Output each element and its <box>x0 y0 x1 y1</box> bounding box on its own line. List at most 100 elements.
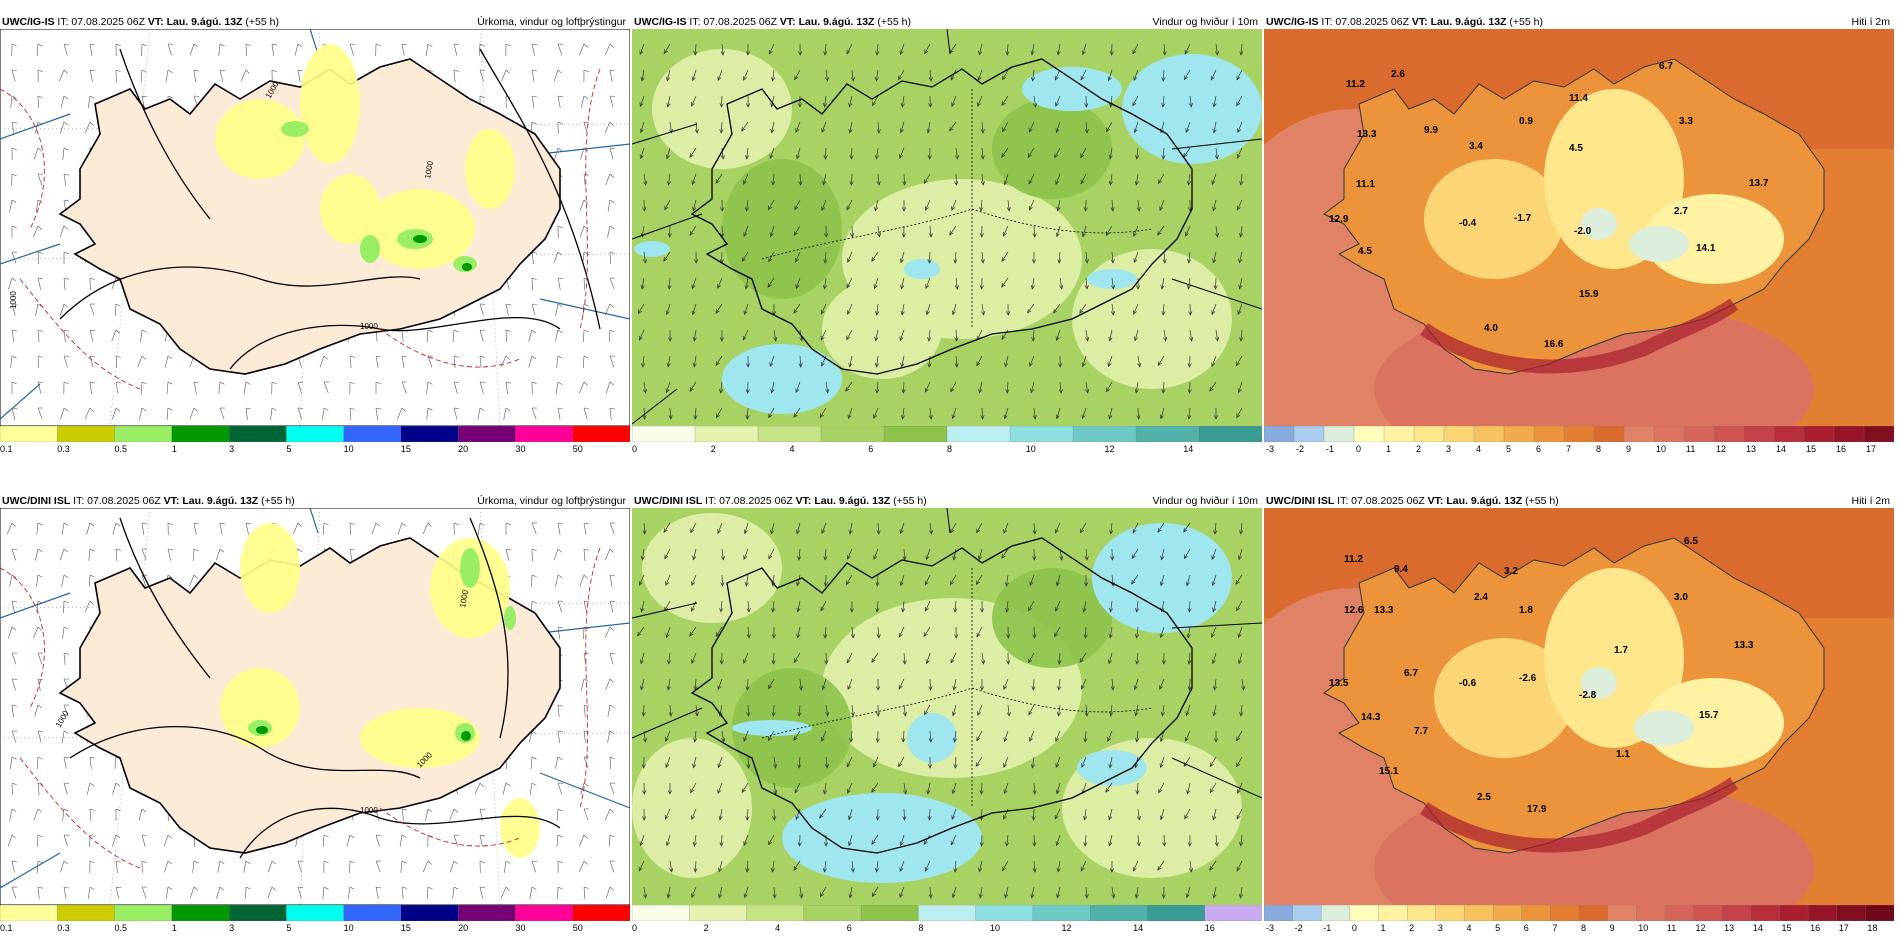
panel-header-info: UWC/IG-IS IT: 07.08.2025 06Z VT: Lau. 9.… <box>2 16 279 28</box>
colorbar-swatch <box>171 905 230 921</box>
colorbar-swatch <box>1521 905 1552 921</box>
colorbar-swatch <box>458 426 517 442</box>
temp-value-label: 13.3 <box>1734 640 1754 651</box>
panel-dini-precip: UWC/DINI ISL IT: 07.08.2025 06Z VT: Lau.… <box>0 492 630 942</box>
colorbar-swatch <box>1443 426 1475 442</box>
colorbar-tick-label: 5 <box>286 923 292 933</box>
colorbar-swatch <box>400 426 459 442</box>
svg-text:1000: 1000 <box>360 322 378 331</box>
panel-dini-temp: UWC/DINI ISL IT: 07.08.2025 06Z VT: Lau.… <box>1264 492 1894 942</box>
temp-value-label: 0.9 <box>1519 116 1533 127</box>
colorbar-tick-label: 5 <box>286 444 292 454</box>
colorbar <box>1264 905 1894 921</box>
colorbar-tick-label: 3 <box>1446 444 1452 454</box>
panel-title: Vindur og hviður í 10m <box>1152 495 1258 507</box>
colorbar-swatch <box>1464 905 1494 921</box>
temp-value-label: 4.5 <box>1358 246 1372 257</box>
iceland-outline <box>58 537 561 854</box>
wind-fill-gust <box>634 54 1262 414</box>
temp-value-label: 3.2 <box>1504 566 1518 577</box>
colorbar-swatch <box>572 426 630 442</box>
colorbar-tick-label: 10 <box>989 923 1000 933</box>
colorbar-tick-label: 0.1 <box>0 444 13 454</box>
colorbar-swatch <box>1593 426 1625 442</box>
temp-value-label: -0.4 <box>1459 218 1477 229</box>
colorbar-swatch <box>1135 426 1200 442</box>
temp-value-label: 15.7 <box>1699 710 1719 721</box>
colorbar-swatch <box>114 905 173 921</box>
colorbar-swatch <box>57 905 116 921</box>
colorbar-tick-label: 6 <box>1523 923 1529 933</box>
colorbar-swatch <box>1435 905 1466 921</box>
temp-value-label: 15.9 <box>1579 289 1599 300</box>
colorbar-tick-label: 10 <box>343 923 354 933</box>
colorbar-tick-label: 8 <box>1581 923 1587 933</box>
colorbar-tick-label: 13 <box>1724 923 1735 933</box>
colorbar-tick-label: 3 <box>1437 923 1443 933</box>
temp-value-label: -1.7 <box>1514 213 1532 224</box>
colorbar-tick-label: -1 <box>1323 923 1332 933</box>
colorbar-swatch <box>1750 905 1781 921</box>
temp-value-label: 11.2 <box>1344 554 1363 565</box>
colorbar-tick-label: 5 <box>1495 923 1501 933</box>
colorbar-swatch <box>400 905 459 921</box>
colorbar-swatch <box>1836 905 1867 921</box>
iceland-outline <box>690 537 1193 854</box>
colorbar-swatch <box>757 426 822 442</box>
precip-fill-core <box>256 726 471 741</box>
colorbar-tick-label: 12 <box>1104 444 1115 454</box>
colorbar-svg <box>1264 426 1894 442</box>
panel-header-info: UWC/DINI ISL IT: 07.08.2025 06Z VT: Lau.… <box>634 495 927 507</box>
temp-value-label: 11.2 <box>1346 79 1365 90</box>
colorbar-tick-label: 20 <box>458 444 469 454</box>
colorbar-tick-label: 0 <box>632 444 638 454</box>
colorbar-tick-label: 14 <box>1776 444 1787 454</box>
colorbar-ticks: -3 -2 -1 0 1 2 3 4 5 6 7 8 9 10 11 12 13 14 15 16 17 18 <box>1264 922 1894 934</box>
colorbar-swatch <box>1147 905 1206 921</box>
temp-map: 11.2 2.6 6.7 13.3 9.9 0.9 11.4 3.3 3.4 4.5 11.1 13.… <box>1264 29 1894 426</box>
colorbar-tick-label: 8 <box>947 444 953 454</box>
colorbar-swatch <box>1204 905 1262 921</box>
panel-dini-wind: UWC/DINI ISL IT: 07.08.2025 06Z VT: Lau.… <box>632 492 1262 942</box>
temp-value-label: -2.0 <box>1574 226 1592 237</box>
colorbar-tick-label: 1 <box>1380 923 1386 933</box>
wind-map-svg <box>632 508 1262 905</box>
colorbar-tick-label: 17 <box>1838 923 1849 933</box>
colorbar-tick-label: 17 <box>1866 444 1877 454</box>
temp-value-label: 4.0 <box>1484 323 1498 334</box>
temp-value-label: 17.9 <box>1527 804 1547 815</box>
colorbar-swatch <box>458 905 517 921</box>
colorbar-swatch <box>946 426 1011 442</box>
colorbar-tick-label: 9 <box>1609 923 1615 933</box>
temp-value-label: 1.7 <box>1614 645 1628 656</box>
colorbar-tick-label: 30 <box>515 923 526 933</box>
colorbar-tick-label: 12 <box>1695 923 1706 933</box>
colorbar-swatch <box>343 905 402 921</box>
colorbar-swatch <box>1503 426 1535 442</box>
panel-ig-precip: UWC/IG-IS IT: 07.08.2025 06Z VT: Lau. 9.… <box>0 13 630 463</box>
colorbar-tick-label: 5 <box>1506 444 1512 454</box>
colorbar-swatch <box>1607 905 1637 921</box>
colorbar-ticks: -3 -2 -1 0 1 2 3 4 5 6 7 8 9 10 11 12 13 14 15 16 17 <box>1264 443 1894 455</box>
colorbar-swatch <box>1321 905 1351 921</box>
iceland-outline <box>690 58 1193 375</box>
colorbar-swatch <box>1550 905 1580 921</box>
temp-value-label: 11.4 <box>1569 93 1588 104</box>
temp-value-label: 9.4 <box>1394 564 1408 575</box>
colorbar-swatch <box>343 426 402 442</box>
colorbar-swatch <box>1090 905 1149 921</box>
region-lines <box>761 568 1153 808</box>
colorbar-tick-label: -3 <box>1266 444 1275 454</box>
colorbar-tick-label: 1 <box>1386 444 1392 454</box>
colorbar-swatch <box>1009 426 1074 442</box>
colorbar-tick-label: 3 <box>229 444 235 454</box>
colorbar-tick-label: 15 <box>1806 444 1817 454</box>
panel-header-info: UWC/DINI ISL IT: 07.08.2025 06Z VT: Lau.… <box>2 495 295 507</box>
colorbar-tick-label: 0 <box>632 923 638 933</box>
colorbar-swatch <box>1683 426 1715 442</box>
colorbar-swatch <box>1492 905 1523 921</box>
panel-header: UWC/IG-IS IT: 07.08.2025 06Z VT: Lau. 9.… <box>0 15 630 29</box>
precip-fill-core <box>413 235 472 271</box>
temp-value-label: 13.7 <box>1749 178 1769 189</box>
temp-value-label: 13.3 <box>1357 129 1377 140</box>
